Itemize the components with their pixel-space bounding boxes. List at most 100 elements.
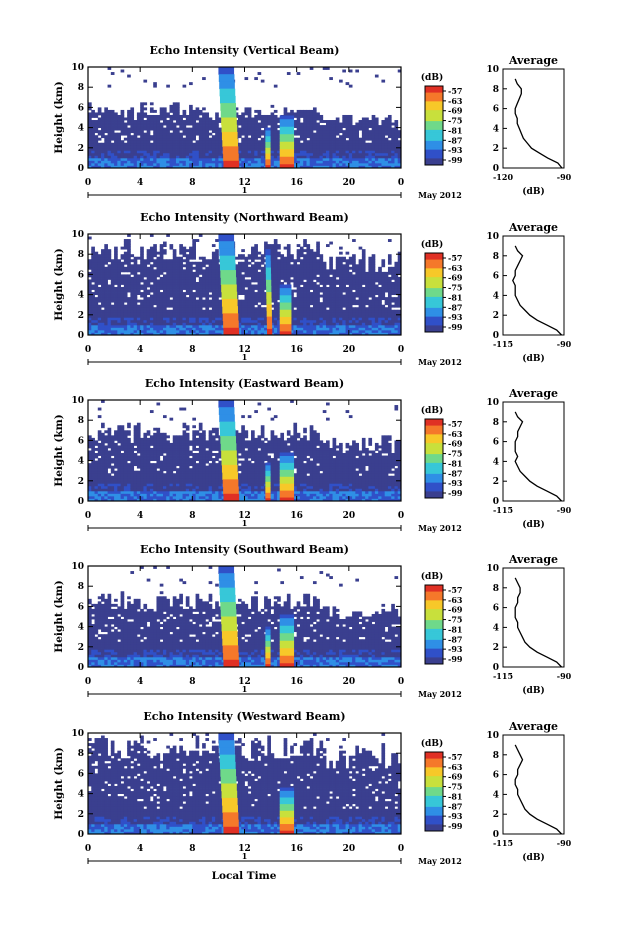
heatmap-cell (352, 297, 356, 301)
heatmap-cell (162, 107, 167, 111)
heatmap-cell (172, 294, 177, 298)
heatmap-cell (319, 307, 324, 311)
heatmap-cell (149, 127, 154, 131)
heatmap-cell (329, 77, 333, 81)
heatmap-cell (97, 165, 102, 169)
heatmap-cell (162, 155, 167, 159)
heatmap-cell (316, 314, 320, 318)
x-tick-label: 8 (189, 178, 195, 188)
heatmap-cell (348, 155, 353, 159)
heatmap-cell (185, 249, 190, 253)
heatmap-cell (162, 317, 167, 321)
heatmap-cell (241, 324, 245, 328)
rain-band (279, 119, 295, 124)
heatmap-cell (335, 332, 340, 336)
heatmap-cell (378, 302, 382, 306)
heatmap-cell (159, 165, 164, 169)
heatmap-cell (391, 127, 395, 131)
heatmap-cell (273, 266, 278, 270)
heatmap-cell (189, 302, 193, 306)
heatmap-cell (277, 309, 281, 313)
heatmap-cell (166, 302, 170, 306)
heatmap-cell (365, 152, 369, 156)
heatmap-cell (133, 324, 138, 328)
heatmap-cell (316, 165, 320, 169)
heatmap-cell (260, 302, 265, 306)
heatmap-cell (149, 264, 154, 268)
heatmap-cell (299, 274, 304, 278)
heatmap-cell (309, 254, 314, 258)
heatmap-cell (273, 132, 278, 136)
heatmap-cell (117, 135, 121, 139)
heatmap-cell (306, 130, 311, 134)
heatmap-cell (88, 274, 92, 278)
heatmap-cell (127, 251, 131, 255)
heatmap-cell (322, 140, 327, 144)
heatmap-cell (218, 309, 223, 313)
heatmap-cell (332, 312, 337, 316)
heatmap-cell (136, 322, 141, 326)
heatmap-cell (251, 142, 255, 146)
heatmap-cell (91, 287, 95, 290)
heatmap-cell (342, 271, 346, 275)
heatmap-cell (254, 135, 258, 139)
heatmap-cell (329, 142, 333, 146)
heatmap-cell (247, 125, 252, 128)
heatmap-cell (371, 279, 376, 283)
heatmap-cell (88, 162, 92, 166)
heatmap-cell (88, 114, 92, 118)
heatmap-cell (342, 132, 346, 136)
heatmap-cell (114, 297, 118, 301)
heatmap-cell (381, 122, 386, 126)
heatmap-cell (211, 142, 216, 146)
heatmap-cell (303, 274, 307, 278)
heatmap-cell (303, 322, 307, 326)
heatmap-cell (140, 307, 144, 311)
heatmap-cell (335, 132, 340, 136)
heatmap-cell (355, 269, 360, 273)
heatmap-cell (339, 127, 343, 131)
heatmap-cell (309, 125, 314, 128)
heatmap-cell (114, 137, 118, 141)
heatmap-cell (299, 112, 304, 116)
heatmap-cell (156, 297, 161, 301)
heatmap-cell (241, 319, 245, 323)
heatmap-cell (345, 292, 350, 295)
heatmap-cell (254, 150, 258, 154)
heatmap-cell (166, 234, 170, 237)
heatmap-cell (182, 324, 187, 328)
heatmap-cell (166, 132, 170, 136)
heatmap-cell (264, 322, 268, 326)
heatmap-cell (257, 157, 262, 161)
heatmap-cell (273, 152, 278, 156)
heatmap-cell (247, 109, 252, 113)
heatmap-cell (172, 130, 177, 134)
heatmap-cell (136, 137, 141, 141)
heatmap-cell (303, 150, 307, 154)
heatmap-cell (218, 157, 223, 161)
heatmap-cell (110, 324, 115, 328)
heatmap-cell (169, 271, 174, 275)
heatmap-cell (270, 274, 275, 278)
heatmap-cell (352, 157, 356, 161)
heatmap-cell (127, 322, 131, 326)
heatmap-cell (306, 122, 311, 126)
heatmap-cell (94, 150, 99, 154)
heatmap-cell (166, 155, 170, 159)
heatmap-cell (303, 276, 307, 280)
heatmap-cell (218, 327, 223, 331)
heatmap-cell (211, 261, 216, 265)
heatmap-cell (208, 319, 213, 323)
heatmap-cell (387, 140, 392, 144)
heatmap-cell (117, 125, 121, 128)
heatmap-cell (205, 130, 210, 134)
heatmap-cell (104, 140, 108, 144)
colorbar-segment (425, 125, 443, 129)
heatmap-cell (371, 127, 376, 131)
heatmap-cell (394, 150, 399, 154)
heatmap-cell (306, 142, 311, 146)
heatmap-cell (312, 317, 317, 321)
heatmap-cell (312, 307, 317, 311)
heatmap-cell (91, 297, 95, 301)
heatmap-cell (97, 329, 102, 333)
